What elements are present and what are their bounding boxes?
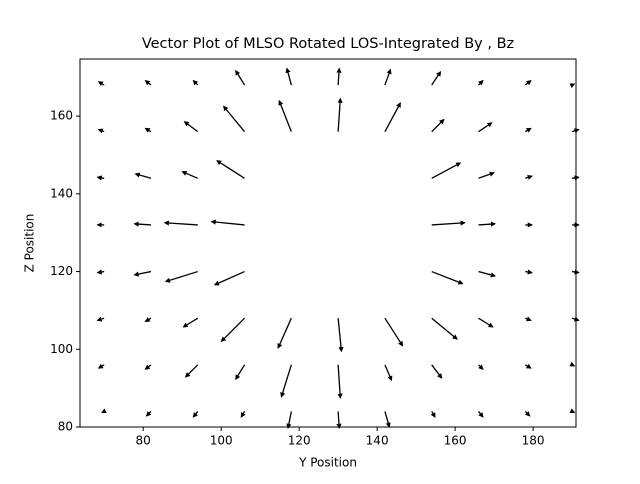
vector-arrow [431, 220, 466, 226]
vector-arrow [337, 364, 343, 399]
vector-arrow [337, 318, 344, 353]
vector-arrow [144, 127, 152, 133]
vector-arrow [336, 67, 342, 86]
vector-arrow [384, 364, 393, 382]
vector-arrow [478, 221, 497, 227]
vector-arrow [145, 410, 152, 417]
vector-arrow [240, 411, 246, 418]
vector-arrow [478, 122, 493, 133]
vector-arrow [384, 411, 391, 428]
vector-arrow [144, 79, 152, 86]
vector-arrow [525, 174, 533, 180]
vector-arrow [569, 83, 576, 89]
vector-arrow [286, 411, 292, 429]
vector-arrow [384, 317, 404, 347]
vector-arrow [181, 170, 199, 179]
vector-arrow [478, 79, 484, 86]
y-tick-label: 80 [58, 420, 73, 434]
vector-arrow [478, 317, 494, 328]
vector-arrow [569, 408, 576, 414]
vector-arrow [524, 79, 532, 86]
vector-arrow [96, 175, 105, 181]
vector-arrow [163, 220, 198, 226]
vector-arrow [133, 270, 152, 277]
vector-arrow [164, 270, 198, 283]
vector-field [96, 67, 580, 429]
vector-arrow [431, 270, 464, 285]
vector-arrow [144, 364, 152, 370]
vector-arrow [478, 171, 495, 179]
x-tick-label: 160 [444, 434, 467, 448]
y-axis-label: Z Position [23, 214, 37, 273]
vector-arrow [569, 361, 576, 367]
vector-arrow [96, 316, 105, 322]
x-tick-label: 180 [522, 434, 545, 448]
x-tick-label: 120 [288, 434, 311, 448]
vector-arrow [96, 269, 105, 275]
vector-arrow [524, 127, 532, 133]
vector-arrow [524, 363, 532, 369]
plot-frame [79, 58, 577, 428]
y-tick-label: 160 [50, 109, 73, 123]
vector-arrow [571, 175, 580, 181]
x-tick-label: 80 [136, 434, 151, 448]
y-tick-label: 140 [50, 186, 73, 200]
vector-arrow [285, 67, 292, 86]
vector-arrow [431, 118, 445, 133]
vector-arrow [478, 270, 497, 278]
chart-title: Vector Plot of MLSO Rotated LOS-Integrat… [142, 36, 514, 52]
x-axis-label: Y Position [298, 456, 357, 470]
vector-arrow [183, 121, 199, 133]
vector-arrow [571, 269, 580, 275]
vector-arrow [134, 172, 152, 179]
vector-arrow [133, 221, 152, 227]
vector-arrow [571, 316, 580, 322]
vector-arrow [144, 317, 152, 323]
vector-arrow [97, 128, 105, 134]
vector-arrow [431, 364, 443, 379]
vector-arrow [337, 97, 343, 132]
vector-arrow [184, 364, 199, 378]
vector-arrow [192, 79, 199, 86]
vector-arrow [277, 317, 292, 349]
vector-arrow [525, 269, 533, 275]
vector-arrow [431, 317, 458, 340]
vector-arrow [478, 411, 484, 418]
vector-arrow [101, 408, 107, 414]
vector-arrow [336, 411, 342, 429]
vector-arrow [280, 364, 292, 398]
vector-arrow [525, 316, 532, 322]
vector-arrow [216, 160, 245, 179]
vector-arrow [210, 219, 245, 226]
vector-arrow [235, 69, 246, 86]
vector-arrow [213, 270, 245, 286]
vector-arrow [524, 410, 531, 417]
x-tick-label: 140 [366, 434, 389, 448]
y-tick-label: 100 [50, 342, 73, 356]
vector-arrow [182, 317, 199, 328]
y-tick-label: 120 [50, 264, 73, 278]
vector-arrow [192, 411, 199, 418]
vector-arrow [97, 363, 105, 369]
vector-arrow [222, 105, 246, 133]
vector-arrow [97, 81, 105, 87]
vector-arrow [235, 364, 246, 381]
vector-arrow [384, 102, 401, 132]
vector-arrow [384, 68, 392, 86]
vector-arrow [220, 317, 246, 343]
vector-arrow [278, 99, 292, 132]
vector-arrow [571, 128, 580, 134]
vector-arrow [431, 162, 462, 179]
vector-arrow [430, 411, 436, 418]
vector-arrow [431, 70, 442, 86]
x-tick-label: 100 [210, 434, 233, 448]
vector-arrow [478, 364, 484, 370]
